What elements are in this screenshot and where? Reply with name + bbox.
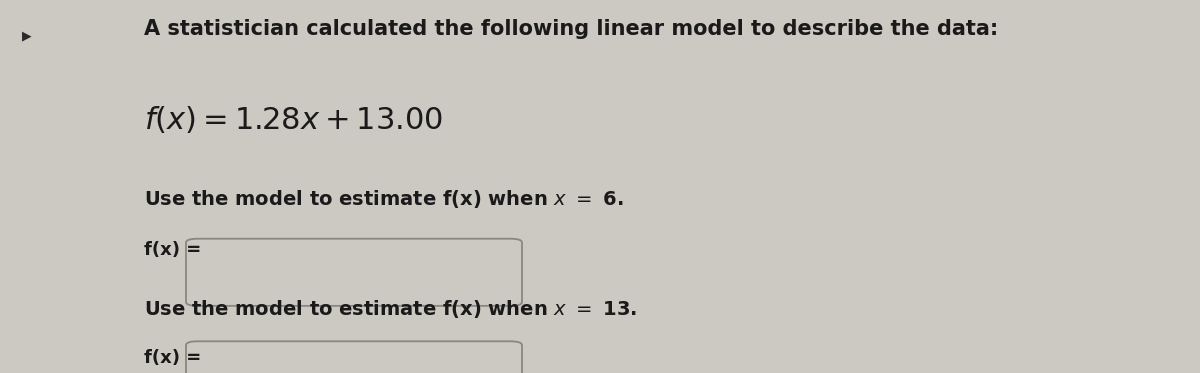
Text: f(x) =: f(x) = bbox=[144, 241, 202, 258]
Text: ▶: ▶ bbox=[22, 30, 31, 43]
Text: $\mathit{f}(\mathit{x}) = 1.28\mathit{x} + 13.00$: $\mathit{f}(\mathit{x}) = 1.28\mathit{x}… bbox=[144, 104, 443, 135]
FancyBboxPatch shape bbox=[186, 341, 522, 373]
Text: A statistician calculated the following linear model to describe the data:: A statistician calculated the following … bbox=[144, 19, 998, 39]
Text: Use the model to estimate f(x) when $\mathit{x}$ $=$ 6.: Use the model to estimate f(x) when $\ma… bbox=[144, 188, 624, 210]
Text: Use the model to estimate f(x) when $\mathit{x}$ $=$ 13.: Use the model to estimate f(x) when $\ma… bbox=[144, 298, 637, 320]
FancyBboxPatch shape bbox=[186, 239, 522, 306]
Text: f(x) =: f(x) = bbox=[144, 349, 202, 367]
